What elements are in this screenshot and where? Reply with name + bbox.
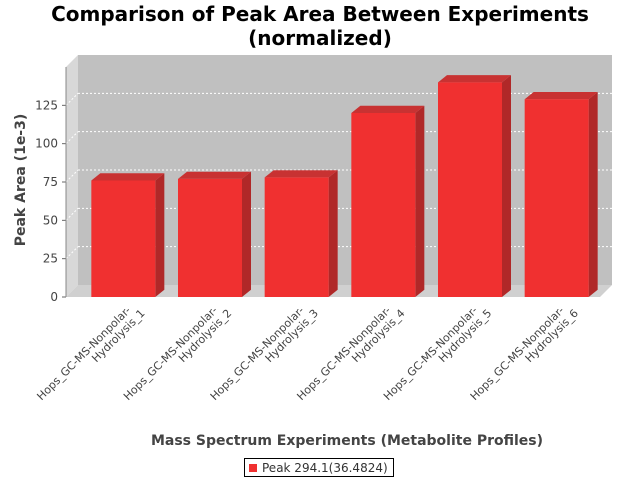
y-axis: 0 25 50 75 100 125: [35, 67, 67, 304]
bar-side: [328, 170, 338, 297]
chart-title-line-2: (normalized): [248, 26, 392, 50]
bar-side: [242, 171, 251, 297]
x-axis: Hops_GC-MS-Nonpolar-Hydrolysis_1Hops_GC-…: [34, 304, 581, 403]
bar-top: [91, 173, 165, 181]
bar-front: [264, 177, 329, 297]
legend-label: Peak 294.1(36.4824): [262, 460, 388, 475]
gridline-side: [65, 131, 79, 145]
y-tick-label: 50: [43, 213, 58, 227]
gridlines: [65, 92, 612, 260]
bar-side: [155, 173, 165, 297]
bar: [264, 170, 338, 297]
gridline-side: [65, 246, 79, 260]
bar-side: [502, 75, 511, 297]
y-tick-label: 25: [43, 252, 58, 266]
y-tick-label: 125: [35, 98, 58, 112]
bar-front: [351, 113, 416, 297]
bar: [178, 171, 251, 297]
bar: [438, 75, 511, 297]
x-axis-title: Mass Spectrum Experiments (Metabolite Pr…: [151, 433, 543, 449]
bar-side: [415, 105, 425, 297]
y-axis-title: Peak Area (1e-3): [13, 114, 29, 247]
bar-front: [91, 180, 156, 297]
chart-title: Comparison of Peak Area Between Experime…: [0, 2, 640, 50]
gridline-side: [65, 92, 79, 106]
chart-title-line-1: Comparison of Peak Area Between Experime…: [51, 2, 589, 26]
y-tick-label: 75: [43, 175, 58, 189]
bar: [524, 92, 598, 297]
gridline-side: [65, 207, 79, 221]
y-tick-label: 0: [50, 290, 58, 304]
bar-front: [438, 82, 502, 297]
y-tick-label: 100: [35, 137, 58, 151]
bars: [91, 75, 598, 297]
bar-top: [264, 170, 338, 178]
bar-top: [351, 105, 425, 113]
bar-side: [588, 92, 598, 297]
bar-front: [178, 178, 242, 297]
bar-front: [524, 99, 589, 297]
legend: Peak 294.1(36.4824): [244, 458, 394, 477]
bar-top: [178, 171, 251, 179]
bar-top: [438, 75, 511, 83]
gridline-side: [65, 169, 79, 183]
bar-top: [524, 92, 598, 100]
legend-swatch: [249, 463, 257, 472]
bar: [91, 173, 165, 297]
bar: [351, 105, 425, 297]
